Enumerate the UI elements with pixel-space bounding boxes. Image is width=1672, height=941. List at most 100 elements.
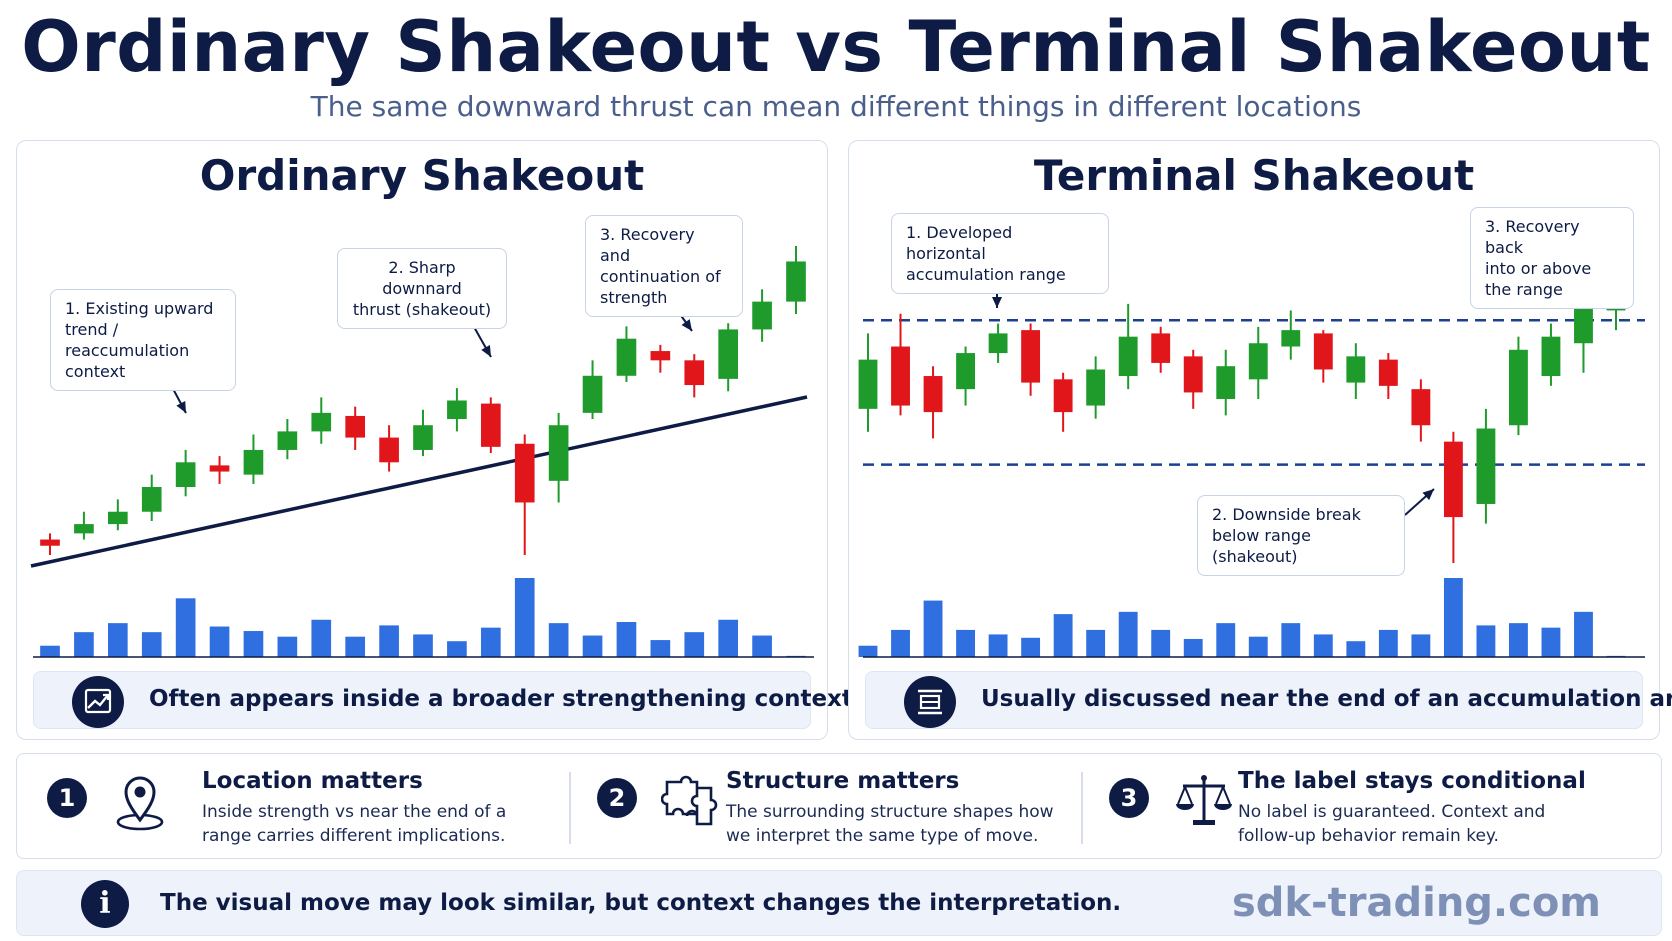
bullish-candle xyxy=(1086,369,1106,406)
callout-downside-break: 2. Downside break below range (shakeout) xyxy=(1197,495,1405,576)
bearish-candle xyxy=(209,465,230,472)
bullish-candle xyxy=(1248,343,1268,380)
bullish-candle xyxy=(956,353,975,390)
bearish-candle xyxy=(650,351,671,361)
bullish-candle xyxy=(107,511,128,525)
bullish-candle xyxy=(311,412,332,432)
volume-bar xyxy=(413,634,433,657)
bullish-candle xyxy=(141,487,162,512)
callout-downward-thrust: 2. Sharp downnard thrust (shakeout) xyxy=(337,248,507,329)
volume-bar xyxy=(379,625,399,657)
bullish-candle xyxy=(1541,336,1561,377)
point-location: 1 Location matters Inside strength vs ne… xyxy=(17,754,577,860)
callout-recovery-range: 3. Recovery back into or above the range xyxy=(1470,207,1634,309)
bearish-candle xyxy=(1021,330,1041,383)
volume-bar xyxy=(1216,623,1236,657)
terminal-shakeout-chart xyxy=(858,254,1645,658)
bearish-candle xyxy=(923,376,943,413)
volume-bar xyxy=(480,627,501,657)
bullish-candle xyxy=(1574,303,1593,344)
point-title: Structure matters xyxy=(726,768,960,794)
context-footer: Often appears inside a broader strengthe… xyxy=(33,671,853,729)
bullish-candle xyxy=(1281,330,1301,347)
volume-bar xyxy=(1053,614,1073,657)
bullish-candle xyxy=(413,425,433,450)
bullish-candle xyxy=(988,333,1008,354)
volume-bar xyxy=(447,641,467,657)
volume-bar xyxy=(1378,629,1398,657)
point-structure: 2 Structure matters The surrounding stru… xyxy=(577,754,1117,860)
bullish-candle xyxy=(74,524,94,534)
bullish-candle xyxy=(243,449,264,475)
bullish-candle xyxy=(752,301,772,330)
callout-arrow-head xyxy=(1422,489,1434,501)
volume-bar xyxy=(1541,627,1561,657)
bearish-candle xyxy=(379,437,399,463)
point-description: Inside strength vs near the end of a ran… xyxy=(202,802,507,846)
volume-bar xyxy=(1183,638,1203,657)
point-title: The label stays conditional xyxy=(1238,768,1586,794)
context-footer-text: Usually discussed near the end of an acc… xyxy=(981,686,1672,712)
point-number-badge: 1 xyxy=(47,778,87,818)
panel-title: Terminal Shakeout xyxy=(1033,151,1475,200)
bullish-candle xyxy=(858,359,878,409)
volume-bar xyxy=(923,600,943,657)
bearish-candle xyxy=(1411,389,1431,426)
map-pin-icon xyxy=(109,770,171,832)
rising-trendline xyxy=(30,395,808,568)
volume-bar xyxy=(858,645,878,657)
volume-bar xyxy=(1574,611,1593,657)
interpretation-note: i The visual move may look similar, but … xyxy=(16,870,1662,936)
volume-bar xyxy=(752,635,772,657)
key-points-bar: 1 Location matters Inside strength vs ne… xyxy=(16,753,1662,859)
volume-bar xyxy=(616,622,637,657)
ordinary-shakeout-panel: Ordinary Shakeout 1. Existing upward tre… xyxy=(16,140,853,740)
context-footer-text: Often appears inside a broader strengthe… xyxy=(149,686,853,712)
bearish-candle xyxy=(1151,333,1171,363)
volume-bar xyxy=(1118,611,1138,657)
volume-bar xyxy=(74,632,94,657)
volume-bar xyxy=(175,598,196,657)
point-description: The surrounding structure shapes how we … xyxy=(726,802,1054,846)
bearish-candle xyxy=(1053,379,1073,413)
bullish-candle xyxy=(175,462,196,488)
bearish-candle xyxy=(345,415,366,438)
volume-bar xyxy=(209,626,230,657)
volume-bar xyxy=(1281,623,1301,657)
bullish-candle xyxy=(582,375,603,413)
page-subtitle: The same downward thrust can mean differ… xyxy=(310,90,1362,123)
volume-bar xyxy=(684,632,705,657)
callout-arrow-head xyxy=(992,297,1002,308)
volume-bar xyxy=(1151,629,1171,657)
callout-existing-trend: 1. Existing upward trend / reaccumulatio… xyxy=(50,289,236,391)
volume-bar xyxy=(1476,625,1496,657)
callout-arrow-head xyxy=(681,319,692,331)
volume-bar xyxy=(243,631,264,657)
callout-arrow-head xyxy=(176,400,186,413)
volume-bar xyxy=(650,640,671,657)
panel-title: Ordinary Shakeout xyxy=(199,151,645,200)
bearish-candle xyxy=(1378,359,1398,386)
context-footer: Usually discussed near the end of an acc… xyxy=(865,671,1672,729)
volume-bar xyxy=(548,623,569,657)
volume-bar xyxy=(107,623,128,657)
bullish-candle xyxy=(1118,336,1138,377)
page-title: Ordinary Shakeout vs Terminal Shakeout xyxy=(21,6,1651,88)
bearish-candle xyxy=(684,360,705,386)
point-number-badge: 2 xyxy=(597,778,637,818)
scales-icon xyxy=(1173,770,1235,832)
bearish-candle xyxy=(1313,333,1333,370)
bullish-candle xyxy=(786,261,806,302)
trend-up-chart-icon xyxy=(72,676,124,728)
interpretation-note-text: The visual move may look similar, but co… xyxy=(160,890,1122,916)
bearish-candle xyxy=(514,443,535,503)
bearish-candle xyxy=(891,346,910,406)
volume-bar xyxy=(1411,634,1431,657)
bullish-candle xyxy=(718,329,739,379)
volume-bar xyxy=(1346,641,1366,657)
volume-bar xyxy=(1443,578,1463,657)
terminal-shakeout-panel: Terminal Shakeout 1. Developed horizonta… xyxy=(848,140,1672,740)
volume-bar xyxy=(141,632,162,657)
callout-accumulation-range: 1. Developed horizontal accumulation ran… xyxy=(891,213,1109,294)
puzzle-icon xyxy=(660,770,723,832)
